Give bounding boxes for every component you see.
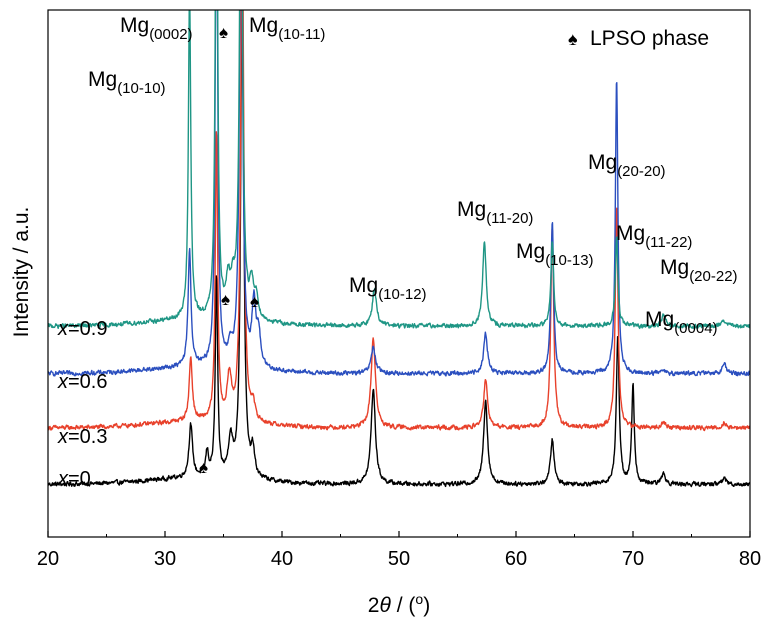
x-axis-label-theta: θ — [379, 594, 391, 617]
lpso-markers: ♠ ♠ ♠ ♠ — [199, 23, 259, 477]
x-tick-label: 80 — [739, 548, 761, 570]
series-line-0-6 — [48, 10, 750, 377]
x-axis-label-prefix: 2 — [368, 594, 380, 617]
x-axis-label-close: ) — [423, 594, 430, 617]
legend-text: LPSO phase — [590, 27, 709, 50]
lpso-marker-icon: ♠ — [221, 290, 230, 309]
plane-label: Mg(0004) — [645, 308, 718, 337]
x-tick-label: 60 — [505, 548, 527, 570]
x-tick-label: 50 — [388, 548, 410, 570]
series-label-value: =0.9 — [68, 318, 107, 340]
y-axis-label: Intensity / a.u. — [10, 207, 33, 338]
series-line-0 — [48, 10, 750, 488]
x-axis-ticks: 20 30 40 50 60 70 80 — [37, 531, 761, 570]
x-tick-label: 70 — [622, 548, 644, 570]
x-tick-label: 20 — [37, 548, 59, 570]
plane-label: Mg(10-12) — [349, 274, 427, 303]
x-tick-label: 30 — [154, 548, 176, 570]
series-label-value: =0.3 — [68, 426, 107, 448]
plane-label: Mg(0002) — [120, 14, 193, 43]
plane-label: Mg(20-22) — [660, 256, 738, 285]
series-label-value: =0.6 — [68, 371, 107, 393]
series-label-var: x — [57, 318, 69, 340]
series-label-value: =0 — [68, 468, 91, 490]
x-axis-label-unit: / ( — [391, 594, 416, 617]
plane-label: Mg(11-22) — [616, 222, 692, 251]
plane-label: Mg(20-20) — [588, 151, 666, 180]
plane-label: Mg(10-10) — [88, 68, 166, 97]
series-line-0-3 — [48, 10, 750, 432]
series-label: x=0.3 — [57, 426, 107, 448]
plane-labels: Mg(10-10) Mg(0002) Mg(10-11) Mg(10-12) Mg(11… — [88, 14, 738, 337]
series-label-var: x — [57, 426, 69, 448]
plane-label: Mg(10-13) — [516, 240, 594, 269]
lpso-marker-icon: ♠ — [250, 292, 259, 311]
x-axis-label-degree: o — [415, 591, 423, 607]
legend: ♠ LPSO phase — [568, 27, 709, 50]
series-label: x=0.6 — [57, 371, 107, 393]
lpso-marker-icon: ♠ — [199, 458, 208, 477]
series-traces — [48, 10, 750, 488]
series-label: x=0.9 — [57, 318, 107, 340]
series-label: x=0 — [57, 468, 91, 490]
series-labels: x=0x=0.3x=0.6x=0.9 — [57, 318, 107, 490]
plane-label: Mg(11-20) — [457, 198, 533, 227]
series-label-var: x — [57, 371, 69, 393]
plane-label: Mg(10-11) — [249, 14, 325, 43]
series-line-0-9 — [48, 10, 750, 330]
x-axis-label: 2θ / (o) — [368, 591, 430, 617]
legend-symbol: ♠ — [568, 29, 578, 49]
lpso-marker-icon: ♠ — [219, 23, 228, 42]
x-tick-label: 40 — [271, 548, 293, 570]
series-label-var: x — [57, 468, 69, 490]
